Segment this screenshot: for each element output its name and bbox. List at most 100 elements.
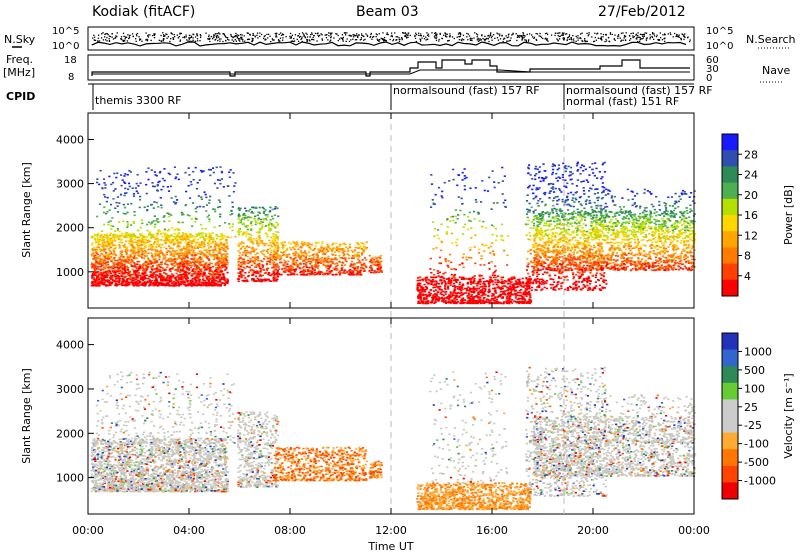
echo-cell bbox=[193, 263, 195, 265]
echo-cell bbox=[160, 239, 162, 241]
echo-cell bbox=[162, 267, 164, 269]
echo-cell bbox=[332, 247, 334, 249]
echo-cell bbox=[158, 254, 160, 256]
echo-cell bbox=[203, 249, 205, 251]
nsky-point bbox=[545, 33, 546, 34]
echo-cell bbox=[205, 197, 207, 199]
echo-cell bbox=[279, 255, 281, 257]
nsky-point bbox=[98, 38, 99, 39]
nsky-point bbox=[477, 39, 478, 40]
echo-cell bbox=[308, 267, 310, 269]
echo-cell bbox=[321, 243, 323, 245]
echo-cell bbox=[299, 246, 301, 248]
nsky-point bbox=[125, 38, 126, 39]
nsky-point bbox=[343, 40, 344, 41]
echo-cell bbox=[91, 244, 93, 246]
echo-cell bbox=[208, 236, 210, 238]
echo-cell bbox=[252, 243, 254, 245]
echo-cell bbox=[274, 273, 276, 275]
freq-tick-lo: 8 bbox=[68, 72, 74, 83]
echo-cell bbox=[247, 256, 249, 258]
echo-cell bbox=[256, 238, 258, 240]
echo-cell bbox=[255, 224, 257, 226]
echo-cell bbox=[133, 271, 135, 273]
nsky-point bbox=[603, 34, 604, 35]
echo-cell bbox=[133, 222, 135, 224]
echo-cell bbox=[140, 239, 142, 241]
echo-cell bbox=[273, 243, 275, 245]
nsky-point bbox=[347, 38, 348, 39]
echo-cell bbox=[355, 270, 357, 272]
echo-cell bbox=[303, 255, 305, 257]
nsky-point bbox=[349, 35, 350, 36]
echo-cell bbox=[282, 252, 284, 254]
echo-cell bbox=[113, 257, 115, 259]
echo-cell bbox=[208, 202, 210, 204]
nsky-point bbox=[474, 32, 475, 33]
nsky-point bbox=[135, 38, 136, 39]
echo-cell bbox=[205, 235, 207, 237]
echo-cell bbox=[207, 282, 209, 284]
echo-cell bbox=[92, 250, 94, 252]
nsky-point bbox=[630, 38, 631, 39]
echo-cell bbox=[242, 233, 244, 235]
echo-cell bbox=[184, 260, 186, 262]
echo-cell bbox=[176, 258, 178, 260]
nsky-point bbox=[528, 41, 529, 42]
echo-cell bbox=[181, 239, 183, 241]
echo-cell bbox=[112, 198, 114, 200]
echo-cell bbox=[277, 254, 279, 256]
nsky-point bbox=[425, 37, 426, 38]
echo-cell bbox=[270, 219, 272, 221]
echo-cell bbox=[263, 208, 265, 210]
echo-cell bbox=[363, 269, 365, 271]
echo-cell bbox=[131, 281, 133, 283]
echo-cell bbox=[126, 254, 128, 256]
echo-cell bbox=[194, 221, 196, 223]
echo-cell bbox=[223, 253, 225, 255]
nsky-point bbox=[571, 37, 572, 38]
nsky-point bbox=[101, 37, 102, 38]
nsky-point bbox=[290, 33, 291, 34]
echo-cell bbox=[136, 183, 138, 185]
echo-cell bbox=[265, 218, 267, 220]
echo-cell bbox=[141, 244, 143, 246]
echo-cell bbox=[126, 252, 128, 254]
nsky-point bbox=[280, 38, 281, 39]
nsky-point bbox=[193, 40, 194, 41]
echo-cell bbox=[176, 250, 178, 252]
echo-cell bbox=[171, 197, 173, 199]
echo-cell bbox=[266, 268, 268, 270]
echo-cell bbox=[361, 254, 363, 256]
echo-cell bbox=[341, 243, 343, 245]
echo-cell bbox=[151, 182, 153, 184]
echo-cell bbox=[170, 241, 172, 243]
nsky-point bbox=[602, 36, 603, 37]
echo-cell bbox=[177, 241, 179, 243]
echo-cell bbox=[112, 280, 114, 282]
echo-cell bbox=[160, 244, 162, 246]
echo-cell bbox=[150, 244, 152, 246]
nsky-point bbox=[154, 34, 155, 35]
echo-cell bbox=[357, 252, 359, 254]
echo-cell bbox=[238, 216, 240, 218]
echo-cell bbox=[173, 255, 175, 257]
echo-cell bbox=[224, 266, 226, 268]
echo-cell bbox=[203, 241, 205, 243]
nsky-point bbox=[241, 34, 242, 35]
echo-cell bbox=[315, 266, 317, 268]
echo-cell bbox=[268, 228, 270, 230]
echo-cell bbox=[279, 274, 281, 276]
echo-cell bbox=[246, 246, 248, 248]
nsky-point bbox=[643, 37, 644, 38]
nsky-point bbox=[604, 41, 605, 42]
echo-cell bbox=[214, 211, 216, 213]
echo-cell bbox=[199, 269, 201, 271]
echo-cell bbox=[112, 275, 114, 277]
echo-cell bbox=[346, 271, 348, 273]
nsky-point bbox=[471, 38, 472, 39]
nsky-point bbox=[609, 41, 610, 42]
echo-cell bbox=[157, 184, 159, 186]
echo-cell bbox=[310, 258, 312, 260]
echo-cell bbox=[225, 259, 227, 261]
